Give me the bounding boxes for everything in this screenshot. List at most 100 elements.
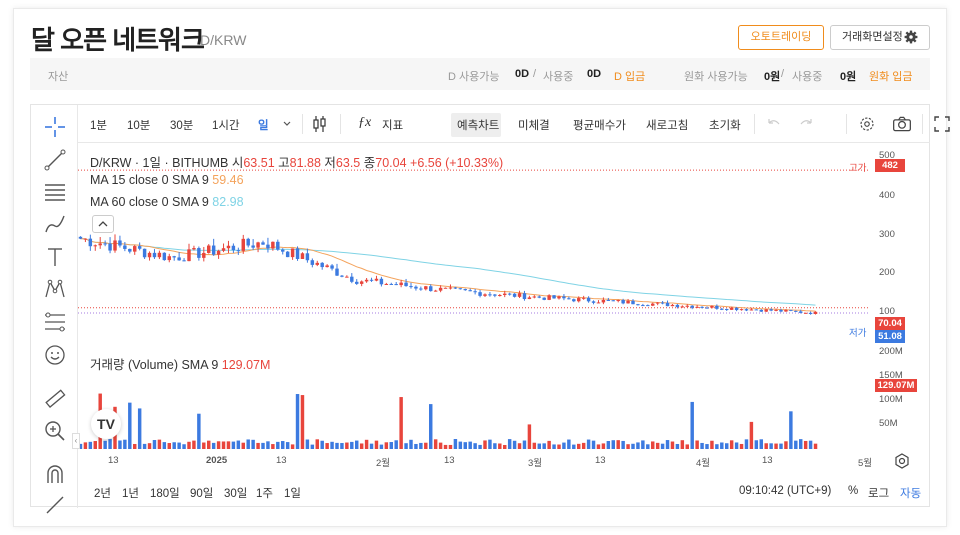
fib-icon[interactable]: [43, 310, 67, 334]
interval-30m[interactable]: 30분: [170, 120, 194, 132]
interval-1h[interactable]: 1시간: [212, 120, 240, 132]
candle-body: [300, 253, 305, 259]
candle-body: [340, 275, 344, 277]
percent-toggle[interactable]: %: [848, 485, 859, 497]
ohlc-title: D/KRW · 1일 · BITHUMB: [90, 156, 229, 170]
refresh-button[interactable]: 새로고침: [646, 120, 689, 132]
indicator-button[interactable]: 지표: [382, 120, 404, 132]
candle-body: [266, 244, 270, 249]
volume-bar: [276, 441, 280, 449]
candle-body: [202, 252, 206, 258]
auto-trade-button[interactable]: 오토트레이딩: [738, 25, 824, 50]
range-2y[interactable]: 2년: [94, 488, 111, 500]
candle-body: [433, 290, 438, 292]
range-1w[interactable]: 1주: [256, 488, 273, 500]
price-tick: 200: [879, 267, 895, 278]
candle-body: [137, 246, 142, 249]
candle-body: [83, 238, 88, 240]
price-chart[interactable]: [78, 142, 868, 450]
volume-legend: 거래량 (Volume) SMA 9 129.07M: [90, 354, 270, 373]
volume-bar: [507, 439, 512, 449]
volume-bar: [591, 440, 596, 449]
range-1d[interactable]: 1일: [284, 488, 301, 500]
chevron-up-icon: [98, 221, 108, 227]
chart-settings-icon[interactable]: [858, 115, 876, 133]
candle-body: [226, 245, 231, 249]
volume-bar: [137, 408, 142, 449]
candle-body: [710, 305, 714, 308]
fullscreen-icon[interactable]: [934, 116, 950, 132]
volume-bar: [281, 441, 285, 449]
collapse-toolbar-button[interactable]: ‹: [72, 433, 80, 449]
candle-body: [512, 293, 517, 297]
crosshair-icon[interactable]: [43, 115, 67, 139]
candle-body: [458, 288, 463, 290]
volume-bar: [340, 443, 344, 449]
pattern-icon[interactable]: [43, 277, 67, 301]
zoom-icon[interactable]: [43, 419, 67, 443]
candle-body: [207, 245, 211, 253]
fx-icon[interactable]: ƒx: [358, 115, 372, 130]
volume-bar: [680, 440, 685, 449]
range-180d[interactable]: 180일: [150, 488, 180, 500]
horizontal-lines-icon[interactable]: [43, 180, 67, 204]
candle-type-icon[interactable]: [311, 115, 329, 133]
volume-bar: [537, 443, 541, 449]
candle-body: [172, 256, 176, 258]
volume-tick: 100M: [879, 394, 903, 405]
ruler-icon[interactable]: [43, 387, 67, 411]
ohlc-high: 81.88: [289, 156, 321, 170]
emoji-icon[interactable]: [43, 343, 67, 367]
redo-icon[interactable]: [798, 117, 814, 131]
candle-body: [734, 307, 739, 311]
d-avail-label: D 사용가능: [448, 71, 500, 83]
candle-body: [552, 295, 556, 299]
volume-bar: [651, 441, 655, 449]
trend-line-icon[interactable]: [43, 148, 67, 172]
avg-price-button[interactable]: 평균매수가: [573, 120, 626, 132]
candle-body: [567, 298, 571, 300]
volume-bar: [532, 442, 537, 449]
candle-body: [498, 295, 502, 297]
volume-bar: [557, 444, 561, 449]
candle-body: [305, 253, 310, 261]
undo-icon[interactable]: [766, 117, 782, 131]
magnet-icon[interactable]: [43, 463, 67, 487]
krw-deposit-link[interactable]: 원화 입금: [869, 71, 913, 83]
pair-label: D/KRW: [200, 32, 247, 48]
interval-day[interactable]: 일: [258, 120, 269, 132]
reset-button[interactable]: 초기화: [709, 120, 741, 132]
text-icon[interactable]: [43, 245, 67, 269]
interval-10m[interactable]: 10분: [127, 120, 151, 132]
range-90d[interactable]: 90일: [190, 488, 214, 500]
axis-settings-icon[interactable]: [894, 453, 910, 469]
unfilled-button[interactable]: 미체결: [518, 120, 550, 132]
settings-button[interactable]: 거래화면설정: [830, 25, 930, 50]
tradingview-logo[interactable]: TV: [91, 409, 121, 439]
candle-body: [147, 252, 152, 258]
volume-bar: [93, 441, 97, 449]
range-30d[interactable]: 30일: [224, 488, 248, 500]
interval-1m[interactable]: 1분: [90, 120, 107, 132]
collapse-legend-button[interactable]: [92, 215, 114, 233]
candle-body: [562, 296, 566, 299]
candle-body: [414, 286, 418, 289]
candle-body: [152, 252, 157, 258]
brush-icon[interactable]: [43, 212, 67, 236]
candle-body: [759, 309, 763, 312]
volume-bar: [241, 442, 245, 449]
d-deposit-link[interactable]: D 입금: [614, 71, 646, 83]
candle-body: [665, 302, 670, 307]
log-toggle[interactable]: 로그: [868, 488, 890, 500]
pencil-icon[interactable]: [43, 493, 67, 517]
candle-body: [616, 300, 620, 302]
auto-toggle[interactable]: 자동: [900, 488, 922, 500]
chevron-down-icon[interactable]: [282, 119, 292, 129]
range-1y[interactable]: 1년: [122, 488, 139, 500]
camera-icon[interactable]: [892, 115, 912, 133]
prediction-button[interactable]: 예측차트: [457, 120, 500, 132]
ma-tag: 51.08: [875, 330, 905, 343]
volume-bar: [596, 444, 601, 449]
volume-bar: [216, 441, 221, 449]
close-tag: 70.04: [875, 317, 905, 330]
